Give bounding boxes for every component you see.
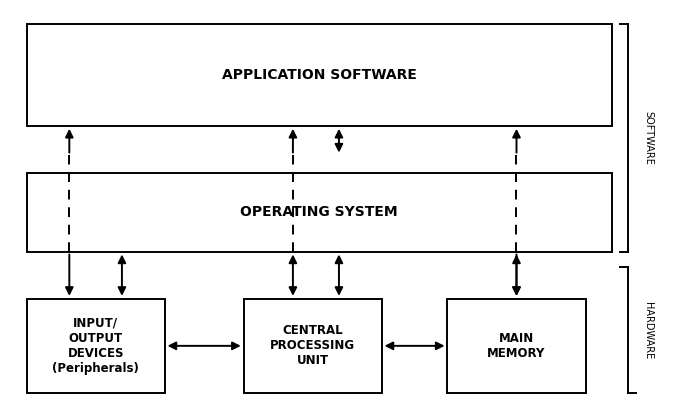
Bar (27, 173, 612, 252)
Bar (27, 299, 164, 393)
Text: MAIN
MEMORY: MAIN MEMORY (487, 332, 546, 360)
Bar (244, 299, 382, 393)
Text: HARDWARE: HARDWARE (643, 301, 653, 359)
Text: SOFTWARE: SOFTWARE (643, 111, 653, 165)
Text: INPUT/
OUTPUT
DEVICES
(Peripherals): INPUT/ OUTPUT DEVICES (Peripherals) (52, 317, 139, 375)
Text: OPERATING SYSTEM: OPERATING SYSTEM (240, 205, 398, 219)
Text: CENTRAL
PROCESSING
UNIT: CENTRAL PROCESSING UNIT (270, 324, 356, 367)
Text: APPLICATION SOFTWARE: APPLICATION SOFTWARE (222, 68, 416, 82)
Bar (447, 299, 586, 393)
Bar (27, 24, 612, 126)
